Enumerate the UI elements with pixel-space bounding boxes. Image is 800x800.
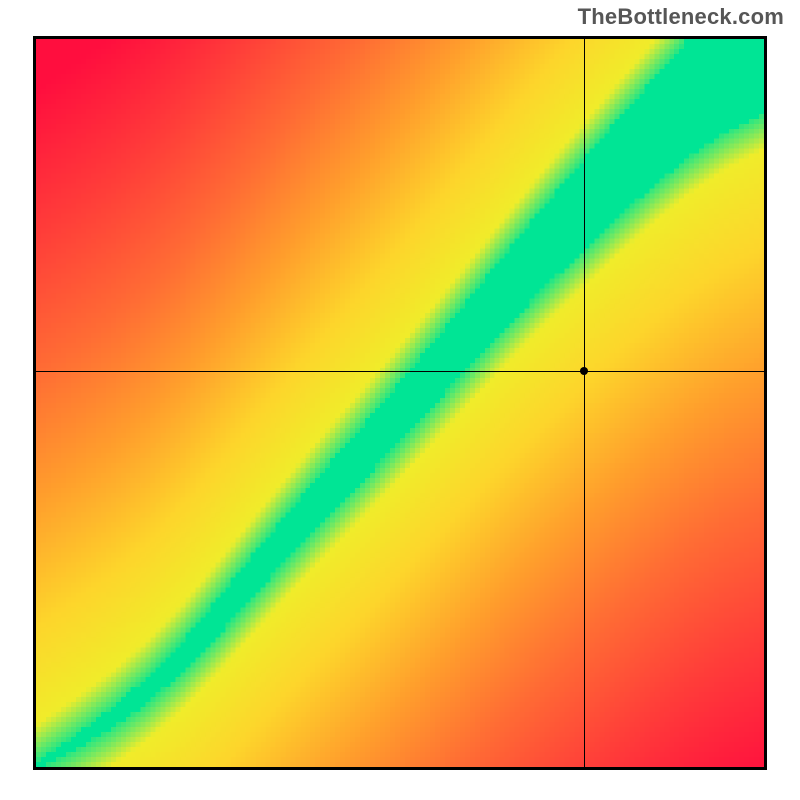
attribution-text: TheBottleneck.com [578, 4, 784, 30]
heatmap-canvas [36, 39, 764, 767]
heatmap-plot-area [33, 36, 767, 770]
